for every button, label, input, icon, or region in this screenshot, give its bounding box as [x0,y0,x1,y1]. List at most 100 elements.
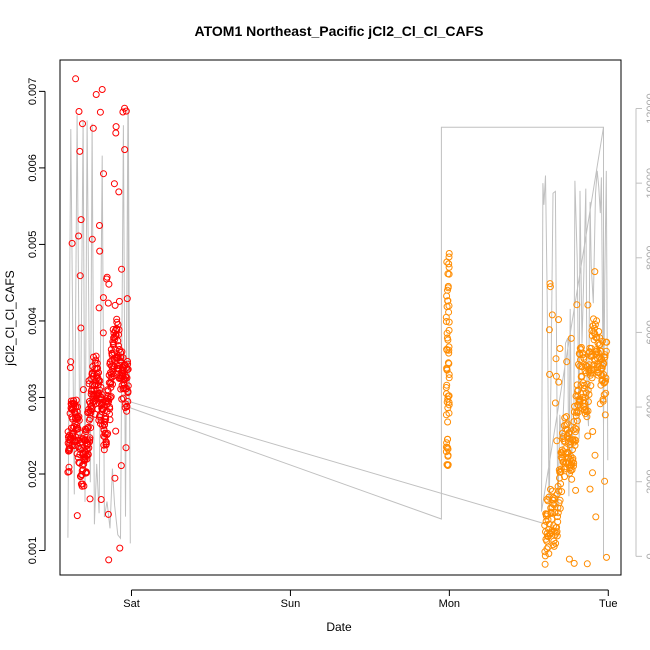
data-point [561,414,569,422]
data-point [599,397,607,405]
data-point [111,301,119,309]
data-point [442,384,450,391]
data-point [569,454,577,462]
data-point [591,321,599,329]
data-point [97,420,104,428]
data-point [552,539,560,547]
data-point [580,355,588,363]
data-point [443,258,451,266]
data-point [554,518,562,526]
data-point [66,364,74,372]
data-point [84,424,91,432]
data-point [548,515,556,523]
data-point [119,354,127,362]
data-point [91,382,99,390]
data-point [67,358,75,366]
data-point [589,469,596,477]
data-point [444,435,451,443]
data-point [598,364,606,372]
data-point [84,440,92,448]
data-point [124,382,132,390]
data-point [445,260,453,268]
data-point [96,377,104,385]
data-point [87,424,95,432]
y-tick-label: 0.003 [27,384,39,412]
data-point [115,326,123,334]
y2-tick-label: 2000 [645,469,650,493]
data-point [108,373,116,381]
data-point [123,403,131,411]
data-point [600,371,608,378]
data-point [122,444,130,452]
data-point [68,239,76,247]
data-point [92,91,100,98]
data-point [121,146,129,154]
data-point [95,304,103,312]
data-point [591,268,599,276]
data-point [601,351,609,359]
data-point [65,463,73,471]
data-point [572,412,580,420]
data-point [119,394,127,402]
data-point [444,284,452,292]
data-point [119,108,127,116]
data-point [444,404,452,412]
data-point [571,424,579,432]
data-point [80,482,88,490]
data-point [584,432,592,440]
data-point [102,440,110,448]
data-point [77,324,85,332]
data-point [97,496,105,503]
data-point [104,510,112,518]
data-point [553,437,561,445]
data-point [597,347,605,355]
data-point [118,265,126,273]
data-point [70,397,78,405]
data-point [568,466,576,474]
data-point [109,380,116,388]
y-tick-label: 0.007 [27,78,39,106]
data-point [445,250,453,257]
data-point [603,553,610,561]
data-point [123,407,131,415]
data-point [116,346,123,353]
data-point [442,443,450,451]
data-point [95,369,102,377]
data-point [579,351,587,359]
data-point [584,301,592,309]
data-point [444,359,452,367]
data-point [99,294,107,302]
data-point [79,120,86,128]
data-point [124,357,131,365]
data-point [588,332,596,340]
data-point [554,513,561,521]
data-point [444,336,452,344]
data-point [584,398,592,406]
data-point [546,370,554,378]
data-point [116,544,124,552]
data-point [572,486,580,494]
data-point [123,295,131,303]
data-point [556,496,564,504]
data-point [548,311,556,319]
data-point [552,355,560,363]
altitude-trace [67,108,609,557]
data-point [79,480,87,488]
data-point [555,316,562,324]
data-point [442,448,450,456]
data-point [561,473,568,481]
data-point [112,129,120,137]
data-point [105,280,113,288]
data-point [546,280,554,288]
y2-tick-label: 6000 [645,320,650,344]
data-point [562,421,570,429]
data-point [76,272,84,280]
data-point [545,550,553,558]
data-point [444,461,452,469]
data-point [83,469,90,477]
data-point [102,415,110,423]
y2-tick-label: 8000 [645,246,650,270]
data-point [591,451,599,459]
altitude-connector [128,400,545,525]
data-point [75,108,83,115]
